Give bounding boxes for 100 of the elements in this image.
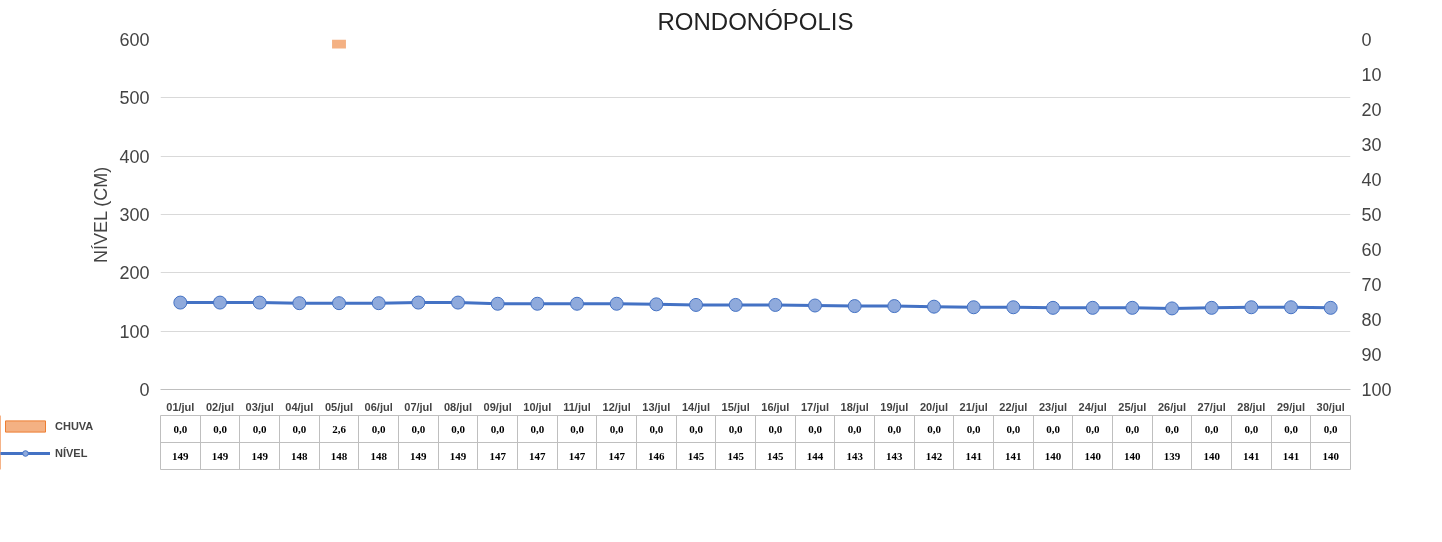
data-label: 140	[1084, 449, 1102, 462]
x-tick-label: 18/jul	[840, 400, 869, 413]
data-label: 141	[965, 449, 982, 462]
data-label: 2,6	[332, 422, 347, 435]
data-label: 0,0	[649, 422, 664, 435]
x-tick-label: 16/jul	[761, 400, 790, 413]
y-tick-label: 200	[119, 263, 150, 284]
y2-tick-label: 20	[1361, 100, 1382, 120]
data-label: 141	[1243, 449, 1260, 462]
x-tick-label: 09/jul	[483, 400, 512, 413]
data-label: 0,0	[689, 422, 704, 435]
data-label: 143	[846, 449, 864, 462]
x-tick-label: 24/jul	[1078, 400, 1107, 413]
data-label: 149	[211, 449, 229, 462]
data-label: 147	[529, 449, 547, 462]
data-label: 0,0	[1284, 422, 1299, 435]
x-tick-label: 21/jul	[959, 400, 988, 413]
y-tick-label: 600	[119, 30, 150, 50]
data-label: 148	[370, 449, 388, 462]
y2-tick-label: 100	[1361, 380, 1392, 400]
data-label: 0,0	[966, 422, 982, 435]
data-label: 146	[648, 449, 666, 462]
data-label: 141	[1282, 449, 1300, 462]
data-label: 145	[687, 449, 705, 462]
data-label: 140	[1322, 449, 1340, 462]
data-label: 0,0	[609, 422, 625, 435]
data-label: 145	[767, 449, 785, 462]
x-tick-label: 28/jul	[1237, 400, 1266, 413]
x-tick-label: 25/jul	[1118, 400, 1147, 413]
data-label: 145	[727, 449, 745, 462]
y2-tick-label: 60	[1361, 240, 1382, 260]
data-label: 0,0	[173, 422, 188, 435]
x-tick-label: 27/jul	[1197, 400, 1226, 413]
x-tick-label: 13/jul	[642, 400, 671, 413]
data-label: 149	[449, 449, 467, 462]
x-tick-label: 08/jul	[443, 400, 473, 413]
x-tick-label: 17/jul	[800, 400, 830, 413]
data-label: 144	[806, 449, 824, 462]
data-label: 0,0	[530, 422, 545, 435]
data-label: 0,0	[887, 422, 902, 435]
data-label: 139	[1163, 449, 1181, 462]
y2-tick-label: 50	[1361, 205, 1382, 225]
x-tick-label: 20/jul	[919, 400, 949, 413]
data-label: 140	[1203, 449, 1221, 462]
data-label: 0,0	[292, 422, 307, 435]
x-tick-label: 14/jul	[681, 400, 711, 413]
data-label: 148	[330, 449, 348, 462]
y-tick-label: 0	[139, 380, 150, 400]
data-label: 140	[1124, 449, 1142, 462]
data-label: 0,0	[1244, 422, 1259, 435]
data-label: 147	[568, 449, 586, 462]
data-label: 149	[172, 449, 190, 462]
data-label: 0,0	[808, 422, 823, 435]
data-label: 0,0	[927, 422, 942, 435]
legend-label: NÍVEL	[55, 446, 89, 461]
data-label: 0,0	[1323, 422, 1339, 435]
x-tick-label: 11/jul	[563, 400, 591, 413]
y2-tick-label: 40	[1361, 170, 1382, 190]
data-label: 0,0	[371, 422, 387, 435]
x-tick-label: 23/jul	[1038, 400, 1068, 413]
x-tick-label: 26/jul	[1157, 400, 1187, 413]
x-tick-label: 10/jul	[523, 400, 552, 413]
y2-tick-label: 80	[1361, 310, 1382, 330]
x-tick-label: 29/jul	[1276, 400, 1306, 413]
y2-tick-label: 10	[1361, 65, 1382, 85]
x-tick-label: 03/jul	[245, 400, 274, 413]
x-tick-label: 01/jul	[166, 400, 195, 413]
data-label: 0,0	[1085, 422, 1101, 435]
x-tick-label: 06/jul	[364, 400, 393, 413]
data-label: 149	[251, 449, 269, 462]
legend-label: CHUVA	[55, 419, 95, 434]
data-label: 0,0	[847, 422, 863, 435]
x-tick-label: 05/jul	[324, 400, 354, 413]
data-label: 0,0	[411, 422, 426, 435]
y2-tick-label: 0	[1361, 30, 1372, 50]
y-axis-title: NÍVEL (CM)	[91, 166, 112, 263]
y2-tick-label: 30	[1361, 135, 1382, 155]
y-tick-label: 300	[119, 205, 150, 225]
data-label: 143	[886, 449, 904, 462]
data-label: 147	[608, 449, 626, 462]
data-label: 0,0	[768, 422, 783, 435]
data-label: 147	[489, 449, 507, 462]
data-label: 148	[291, 449, 309, 462]
data-label: 149	[410, 449, 428, 462]
data-label: 141	[1005, 449, 1022, 462]
data-label: 0,0	[1125, 422, 1140, 435]
x-tick-label: 02/jul	[205, 400, 235, 413]
data-label: 0,0	[570, 422, 585, 435]
data-label: 0,0	[252, 422, 268, 435]
data-label: 0,0	[1165, 422, 1180, 435]
data-label: 0,0	[1204, 422, 1220, 435]
x-tick-label: 07/jul	[404, 400, 433, 413]
data-label: 0,0	[213, 422, 228, 435]
x-tick-label: 19/jul	[880, 400, 909, 413]
y2-tick-label: 70	[1361, 275, 1382, 295]
chart-title: RONDONÓPOLIS	[657, 7, 854, 35]
x-tick-label: 30/jul	[1316, 400, 1345, 413]
x-tick-label: 22/jul	[999, 400, 1028, 413]
data-label: 0,0	[728, 422, 744, 435]
y2-tick-label: 90	[1361, 345, 1382, 365]
